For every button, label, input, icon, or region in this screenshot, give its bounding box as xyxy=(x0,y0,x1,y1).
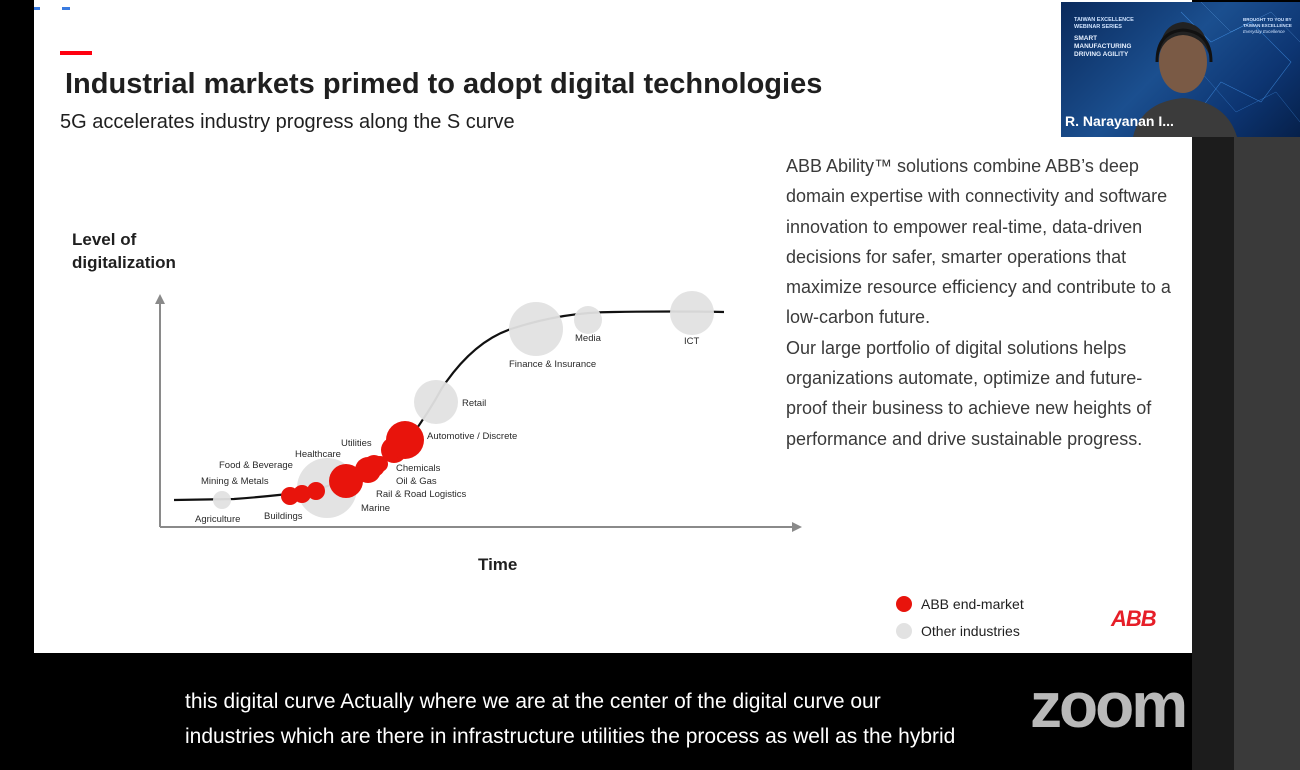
s-curve-chart: Agriculture Buildings Mining & Metals Food … xyxy=(155,291,802,532)
legend-dot-abb xyxy=(896,595,912,612)
bubble-marine xyxy=(329,464,363,498)
label-healthcare: Healthcare xyxy=(295,449,341,460)
bubble-automotive-discrete xyxy=(386,421,424,459)
bubble-finance-insurance xyxy=(509,302,563,356)
x-axis-arrow xyxy=(792,522,802,532)
chart-axes xyxy=(155,294,802,532)
label-ict: ICT xyxy=(684,336,700,347)
label-marine: Marine xyxy=(361,503,390,514)
slide-title: Industrial markets primed to adopt digit… xyxy=(65,68,823,100)
bubble-food-beverage xyxy=(307,482,325,500)
label-retail: Retail xyxy=(462,398,486,409)
abb-logo: ABB xyxy=(1111,606,1157,631)
caption-line: industries which are there in infrastruc… xyxy=(185,725,956,748)
legend-label: Other industries xyxy=(921,622,1020,639)
bubble-ict xyxy=(670,291,714,335)
y-axis-arrow xyxy=(155,294,165,304)
label-finance-insurance: Finance & Insurance xyxy=(509,359,596,370)
zoom-watermark: zoom xyxy=(1030,669,1188,741)
label-utilities: Utilities xyxy=(341,438,372,449)
body-paragraph: ABB Ability™ solutions combine ABB’s dee… xyxy=(786,156,1171,328)
presentation-slide: Industrial markets primed to adopt digit… xyxy=(34,0,1192,653)
bubble-agriculture xyxy=(213,491,231,509)
label-buildings: Buildings xyxy=(264,511,303,522)
participant-video-tile[interactable]: TAIWAN EXCELLENCE WEBINAR SERIES SMART M… xyxy=(1061,2,1300,137)
caption-line: this digital curve Actually where we are… xyxy=(185,690,881,713)
bubble-mining-metals xyxy=(293,485,311,503)
live-caption: this digital curve Actually where we are… xyxy=(185,684,955,754)
label-mining-metals: Mining & Metals xyxy=(201,476,269,487)
video-background xyxy=(1133,2,1300,137)
bubble-media xyxy=(574,306,602,334)
label-oil-gas: Oil & Gas xyxy=(396,476,437,487)
label-food-beverage: Food & Beverage xyxy=(219,460,293,471)
label-rail-road-logistics: Rail & Road Logistics xyxy=(376,489,467,500)
chart-y-axis-label: Level of digitalization xyxy=(72,230,176,272)
legend-item-other: Other industries xyxy=(896,617,1024,644)
body-paragraph: Our large portfolio of digital solutions… xyxy=(786,337,1152,449)
chart-x-axis-label: Time xyxy=(478,555,518,574)
label-agriculture: Agriculture xyxy=(195,514,240,525)
slide-subtitle: 5G accelerates industry progress along t… xyxy=(60,111,515,133)
zoom-side-panel-strip xyxy=(1234,137,1300,770)
label-chemicals: Chemicals xyxy=(396,463,441,474)
industry-bubbles xyxy=(213,291,714,518)
label-media: Media xyxy=(575,333,602,344)
speaker-name-label: R. Narayanan I... xyxy=(1065,113,1174,129)
slide-body-text: ABB Ability™ solutions combine ABB’s dee… xyxy=(786,151,1178,454)
sponsor-banner: BROUGHT TO YOU BY TAIWAN EXCELLENCE Ever… xyxy=(1243,17,1292,34)
webinar-banner: TAIWAN EXCELLENCE WEBINAR SERIES SMART M… xyxy=(1074,17,1134,58)
industry-labels: Agriculture Buildings Mining & Metals Food … xyxy=(195,333,700,525)
bubble-retail xyxy=(414,380,458,424)
title-accent-bar xyxy=(60,51,92,55)
chart-legend: ABB end-market Other industries xyxy=(896,590,1024,644)
label-automotive-discrete: Automotive / Discrete xyxy=(427,431,517,442)
legend-dot-other xyxy=(896,622,912,639)
legend-item-abb: ABB end-market xyxy=(896,590,1024,617)
slide-edge-marker xyxy=(34,0,104,10)
legend-label: ABB end-market xyxy=(921,595,1024,612)
